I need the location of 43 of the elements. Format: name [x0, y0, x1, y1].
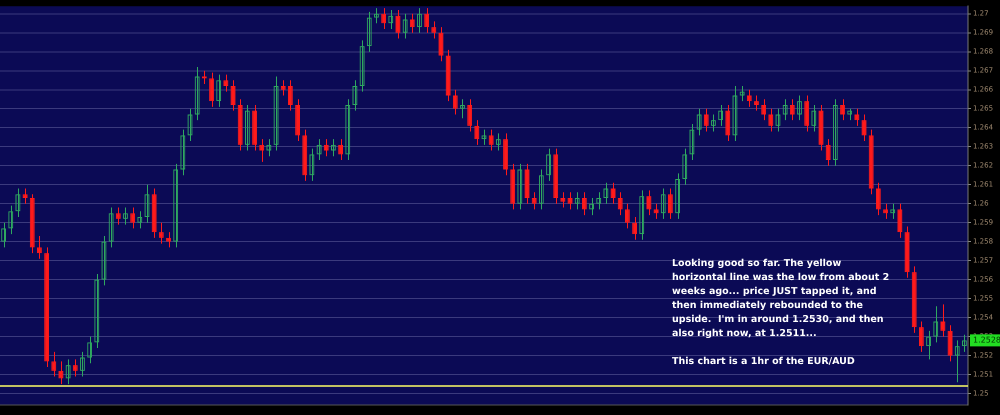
candlestick [396, 10, 400, 39]
candlestick [918, 320, 924, 352]
annotation: Looking good so far. The yellow horizontal line was the low from about 2 weeks ago... price JUST tapped it, and then immediately rebounded to the upside. I'm in around 1.2530, and then also right now, at 1.2511... [672, 257, 890, 341]
candlestick [654, 203, 659, 220]
candlestick [438, 26, 444, 62]
candlestick [280, 80, 286, 96]
candlestick [804, 94, 810, 132]
candlestick [58, 360, 64, 385]
candlestick [288, 80, 293, 112]
candlestick [37, 235, 42, 260]
candlestick [854, 108, 860, 126]
candlestick [72, 358, 78, 378]
candlestick [632, 216, 637, 240]
candlestick [560, 192, 566, 208]
annotation: This chart is a 1hr of the EUR/AUD [672, 355, 856, 369]
candlestick [22, 188, 28, 204]
candlestick [166, 232, 171, 248]
candlestick [610, 182, 616, 204]
candlestick [431, 20, 436, 39]
candlestick [223, 74, 228, 92]
candlestick [761, 98, 766, 121]
candlestick [230, 80, 236, 112]
candlestick [209, 72, 214, 108]
candlestick [876, 182, 881, 216]
candlestick [940, 304, 946, 338]
candlestick [646, 190, 652, 216]
candlestick [130, 207, 136, 229]
candlestick [116, 207, 121, 226]
candlestick [840, 98, 845, 121]
candlestick [948, 324, 952, 362]
candlestick [568, 192, 572, 210]
candlestick [467, 98, 472, 132]
candlestick [158, 222, 164, 244]
candlestick [754, 94, 759, 112]
candlestick [424, 8, 430, 34]
candlestick [338, 138, 344, 161]
candlestick [381, 8, 386, 30]
candlestick [668, 188, 673, 220]
candlestick [862, 114, 866, 142]
candlestick [624, 203, 630, 229]
candlestick [883, 203, 888, 220]
candlestick [582, 192, 587, 216]
candlestick [897, 203, 902, 238]
